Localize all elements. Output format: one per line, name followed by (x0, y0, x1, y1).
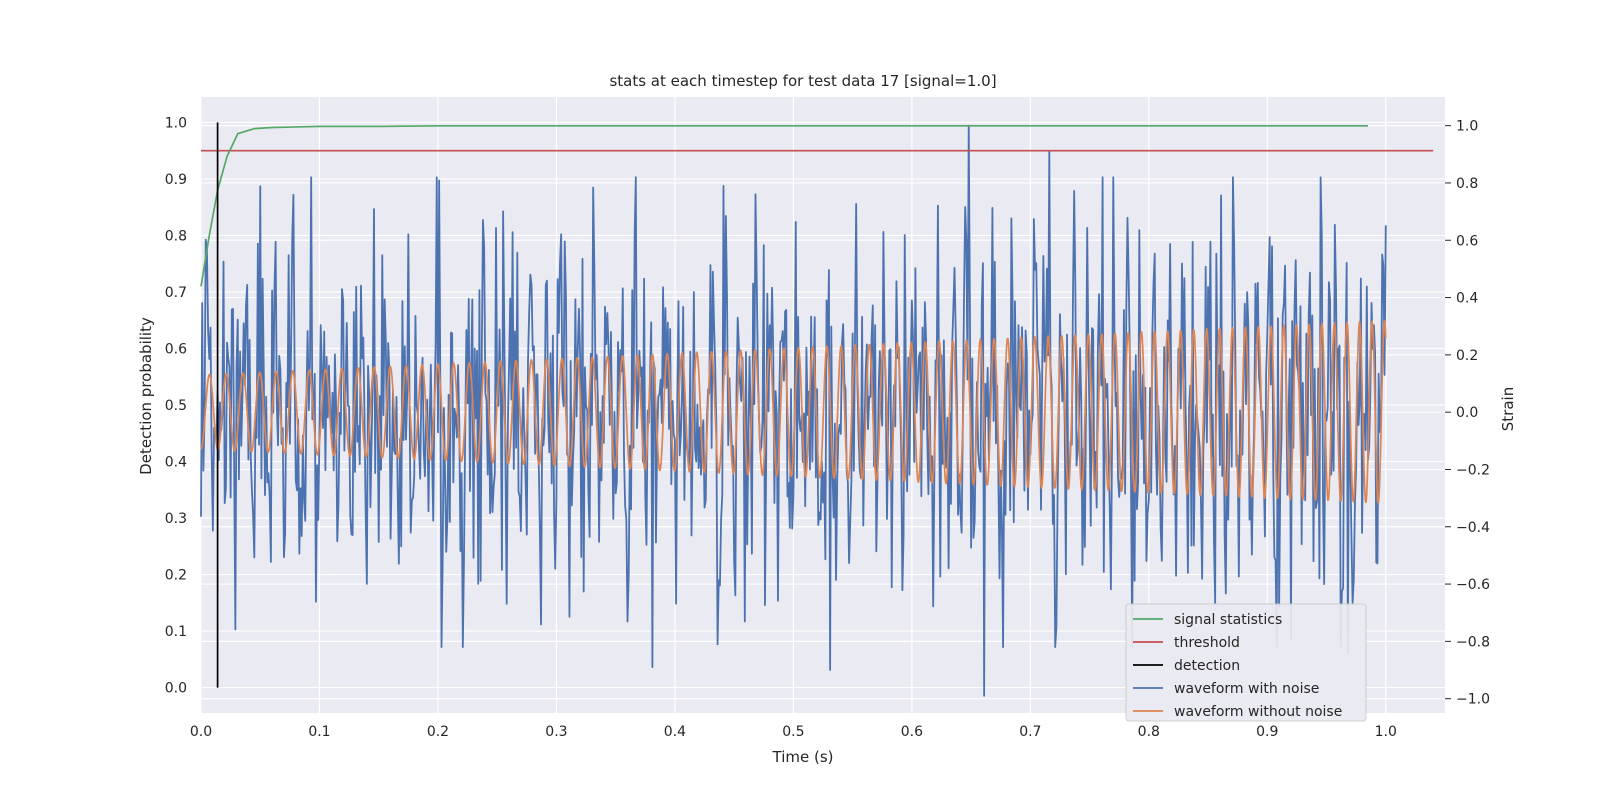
y-tick-label-right: −0.6 (1456, 577, 1490, 593)
y-tick-label-right: −0.2 (1456, 462, 1490, 478)
x-tick-label: 0.4 (664, 724, 686, 740)
series-line-waveform-with-noise (200, 124, 1387, 697)
y-tick-label: 0.1 (165, 624, 187, 640)
series-line-signal-statistics (200, 124, 1368, 287)
x-tick-label: 0.8 (1138, 724, 1160, 740)
x-tick-label: 0.2 (427, 724, 449, 740)
legend-label-signal-statistics: signal statistics (1174, 612, 1282, 628)
x-tick-label: 0.9 (1256, 724, 1278, 740)
y-tick-label-right: −1.0 (1456, 692, 1490, 708)
x-tick-label: 0.1 (308, 724, 330, 740)
x-axis-label: Time (s) (772, 748, 834, 766)
legend: signal statistics threshold detection wavef… (1125, 603, 1367, 722)
chart-title: stats at each timestep for test data 17 … (609, 72, 996, 90)
y-tick-label-right: 0.8 (1456, 176, 1478, 192)
y-tick-label: 0.2 (165, 568, 187, 584)
x-tick-label: 1.0 (1375, 724, 1397, 740)
x-tick-label: 0.7 (1019, 724, 1041, 740)
y-tick-label: 0.8 (165, 228, 187, 244)
y-tick-label-right: 0.4 (1456, 291, 1478, 307)
legend-label-threshold: threshold (1174, 635, 1240, 651)
y-axis-label-right: Strain (1499, 387, 1517, 431)
y-tick-label-right: −0.8 (1456, 634, 1490, 650)
y-axis-label: Detection probability (137, 317, 155, 475)
y-tick-label-right: 0.0 (1456, 405, 1478, 421)
legend-label-waveform-without-noise: waveform without noise (1174, 704, 1342, 720)
y-tick-label: 0.0 (165, 681, 187, 697)
series-layer (200, 122, 1434, 697)
ticks: 0.0 0.1 0.2 0.3 0.4 0.5 0.6 0.7 0.8 0.9 1.0 0.0 0.1 0… (165, 115, 1490, 740)
y-tick-label: 0.3 (165, 511, 187, 527)
y-tick-label-right: 0.2 (1456, 348, 1478, 364)
y-tick-label-right: 0.6 (1456, 233, 1478, 249)
y-tick-label: 1.0 (165, 115, 187, 131)
x-tick-label: 0.5 (782, 724, 804, 740)
x-tick-label: 0.3 (545, 724, 567, 740)
y-tick-label: 0.4 (165, 455, 187, 471)
legend-box (1125, 603, 1367, 722)
x-tick-label: 0.0 (190, 724, 212, 740)
y-tick-label-right: 1.0 (1456, 119, 1478, 135)
y-tick-label: 0.7 (165, 285, 187, 301)
legend-label-waveform-with-noise: waveform with noise (1174, 681, 1319, 697)
x-tick-label: 0.6 (901, 724, 923, 740)
y-tick-label: 0.5 (165, 398, 187, 414)
y-tick-label: 0.9 (165, 172, 187, 188)
y-tick-label-right: −0.4 (1456, 520, 1490, 536)
legend-label-detection: detection (1174, 658, 1240, 674)
y-tick-label: 0.6 (165, 341, 187, 357)
series-line-waveform-without-noise (200, 319, 1387, 504)
